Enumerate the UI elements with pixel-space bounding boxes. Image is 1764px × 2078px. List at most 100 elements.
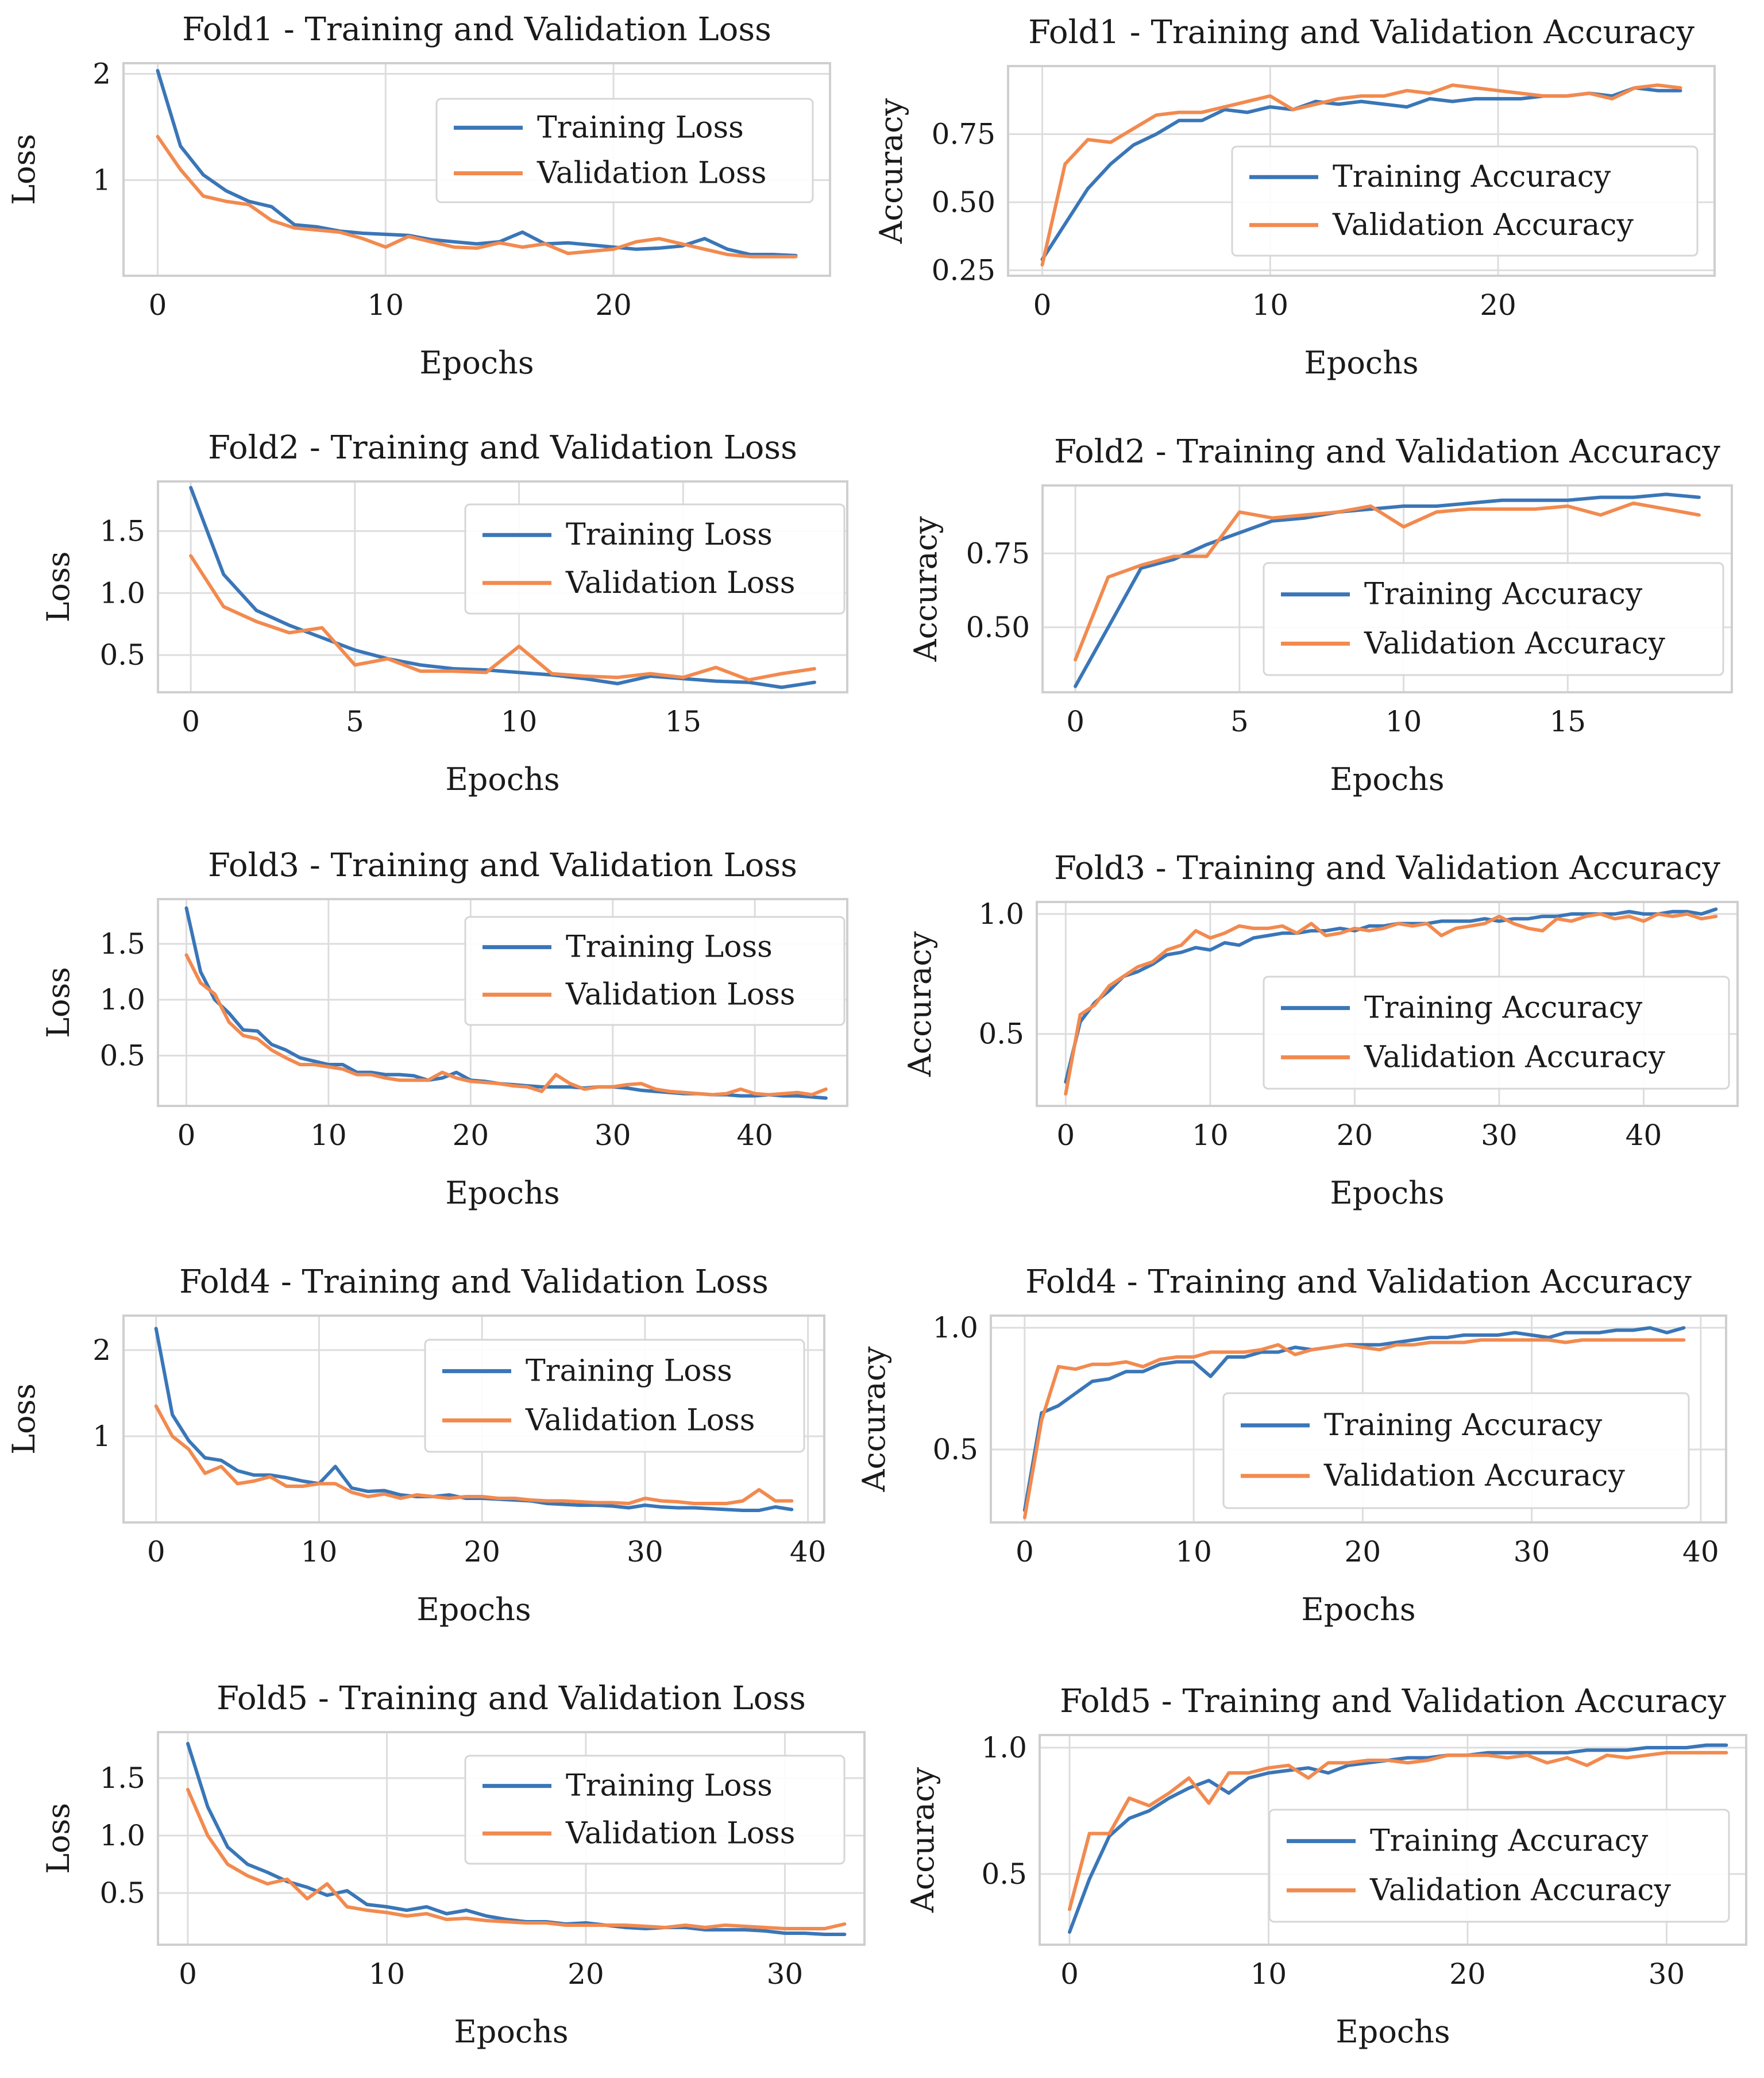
x-axis-label: Epochs xyxy=(1335,2014,1450,2050)
x-tick-label: 0 xyxy=(1016,1535,1034,1568)
y-tick-label: 0.5 xyxy=(932,1433,978,1466)
chart-title: Fold1 - Training and Validation Loss xyxy=(182,11,771,48)
y-axis-label: Accuracy xyxy=(873,98,909,245)
x-tick-label: 0 xyxy=(177,1119,196,1152)
chart-fold5-acc: 0 10 20 30 0.5 1.0 Fold5 - Training and Valida… xyxy=(905,1683,1747,2050)
x-tick-label: 10 xyxy=(1250,1957,1287,1991)
legend-box xyxy=(1263,976,1730,1090)
chart-fold1-acc: 0 10 20 0.25 0.50 0.75 Fold1 - Training and Va… xyxy=(873,14,1716,381)
x-tick-label: 0 xyxy=(1060,1957,1079,1991)
x-tick-label: 40 xyxy=(1626,1119,1662,1152)
x-tick-label: 0 xyxy=(179,1957,197,1991)
series-line-validation xyxy=(1022,1338,1686,1520)
x-axis-label: Epochs xyxy=(1330,761,1444,797)
chart-title: Fold3 - Training and Validation Loss xyxy=(208,847,797,884)
legend-label: Training Accuracy xyxy=(1324,1408,1603,1443)
y-tick-label: 1.0 xyxy=(981,1731,1027,1764)
legend-label: Training Loss xyxy=(537,110,744,145)
y-tick-label: 1.5 xyxy=(99,1761,145,1795)
plot-frame xyxy=(1041,484,1733,693)
y-tick-label: 2 xyxy=(92,1333,111,1367)
x-tick-label: 15 xyxy=(1549,705,1586,738)
y-tick-label: 0.75 xyxy=(932,118,995,151)
legend-label: Training Accuracy xyxy=(1370,1824,1649,1859)
x-tick-label: 0 xyxy=(182,705,200,738)
chart-title: Fold4 - Training and Validation Accuracy xyxy=(1025,1263,1692,1301)
legend: Training Accuracy Validation Accuracy xyxy=(1263,562,1724,676)
series-line-validation xyxy=(1064,912,1718,1096)
legend-label: Validation Loss xyxy=(525,1403,755,1437)
legend-label: Validation Accuracy xyxy=(1369,1873,1671,1907)
legend-label: Validation Loss xyxy=(536,156,766,191)
chart-title: Fold2 - Training and Validation Accuracy xyxy=(1054,433,1720,471)
legend: Training Loss Validation Loss xyxy=(464,503,846,615)
legend: Training Loss Validation Loss xyxy=(435,98,814,203)
y-axis-label: Loss xyxy=(40,967,76,1038)
x-tick-label: 10 xyxy=(501,705,538,738)
x-tick-label: 30 xyxy=(595,1119,631,1152)
legend-label: Training Loss xyxy=(526,1354,732,1389)
legend: Training Loss Validation Loss xyxy=(464,1755,846,1865)
legend: Training Loss Validation Loss xyxy=(424,1339,805,1453)
y-tick-label: 0.5 xyxy=(99,638,145,672)
chart-fold5-loss: 0 10 20 30 0.5 1.0 1.5 Fold5 - Training and Val… xyxy=(40,1680,866,2050)
series-line-validation xyxy=(189,554,816,682)
y-tick-label: 0.5 xyxy=(978,1017,1024,1051)
x-tick-label: 10 xyxy=(1252,288,1288,322)
legend-label: Training Accuracy xyxy=(1333,160,1611,194)
x-axis-label: Epochs xyxy=(454,2014,568,2050)
plot-frame xyxy=(1036,901,1739,1107)
series-line-validation xyxy=(1074,501,1701,662)
x-tick-label: 40 xyxy=(736,1119,773,1152)
x-tick-label: 20 xyxy=(453,1119,489,1152)
chart-title: Fold3 - Training and Validation Accuracy xyxy=(1054,850,1720,887)
y-tick-label: 1.5 xyxy=(99,514,145,548)
y-axis-label: Loss xyxy=(6,134,42,205)
legend-box xyxy=(464,916,846,1026)
x-tick-label: 30 xyxy=(1481,1119,1518,1152)
y-tick-label: 2 xyxy=(92,57,111,91)
x-tick-label: 20 xyxy=(568,1957,604,1991)
x-tick-label: 20 xyxy=(1480,288,1516,322)
x-tick-label: 0 xyxy=(147,1535,165,1568)
x-tick-label: 30 xyxy=(767,1957,804,1991)
x-tick-label: 10 xyxy=(310,1119,347,1152)
legend-label: Validation Accuracy xyxy=(1364,1040,1665,1074)
legend: Training Loss Validation Loss xyxy=(464,916,846,1026)
series-line-validation xyxy=(156,134,798,259)
x-tick-label: 5 xyxy=(1230,705,1249,738)
series-line-validation xyxy=(1068,1751,1728,1911)
legend-label: Validation Loss xyxy=(565,977,795,1012)
x-tick-label: 0 xyxy=(1056,1119,1075,1152)
legend: Training Accuracy Validation Accuracy xyxy=(1222,1392,1690,1509)
y-tick-label: 1 xyxy=(92,1420,111,1453)
legend-box xyxy=(464,1755,846,1865)
y-tick-label: 1.5 xyxy=(99,927,145,961)
y-tick-label: 0.5 xyxy=(99,1876,145,1910)
y-tick-label: 0.50 xyxy=(932,186,995,219)
x-tick-label: 0 xyxy=(149,288,167,322)
legend-box xyxy=(1231,145,1699,257)
legend: Training Accuracy Validation Accuracy xyxy=(1263,976,1730,1090)
x-axis-label: Epochs xyxy=(1304,345,1418,381)
legend-label: Validation Loss xyxy=(565,1816,795,1850)
y-axis-label: Accuracy xyxy=(902,931,938,1078)
legend-label: Training Loss xyxy=(566,518,773,552)
y-axis-label: Loss xyxy=(6,1383,42,1455)
y-tick-label: 1 xyxy=(92,164,111,197)
chart-title: Fold2 - Training and Validation Loss xyxy=(208,429,797,467)
x-axis-label: Epochs xyxy=(416,1591,531,1628)
plot-frame xyxy=(122,1314,825,1524)
legend-label: Validation Accuracy xyxy=(1332,208,1634,242)
legend: Training Accuracy Validation Accuracy xyxy=(1268,1809,1730,1923)
plot-frame xyxy=(1007,65,1716,277)
x-tick-label: 20 xyxy=(1449,1957,1486,1991)
legend-label: Validation Loss xyxy=(565,566,795,600)
series-line-validation xyxy=(186,1788,847,1930)
x-tick-label: 30 xyxy=(1514,1535,1550,1568)
y-axis-label: Loss xyxy=(40,552,76,623)
x-tick-label: 5 xyxy=(346,705,364,738)
legend: Training Accuracy Validation Accuracy xyxy=(1231,145,1699,257)
x-axis-label: Epochs xyxy=(445,1175,559,1211)
x-tick-label: 10 xyxy=(301,1535,338,1568)
